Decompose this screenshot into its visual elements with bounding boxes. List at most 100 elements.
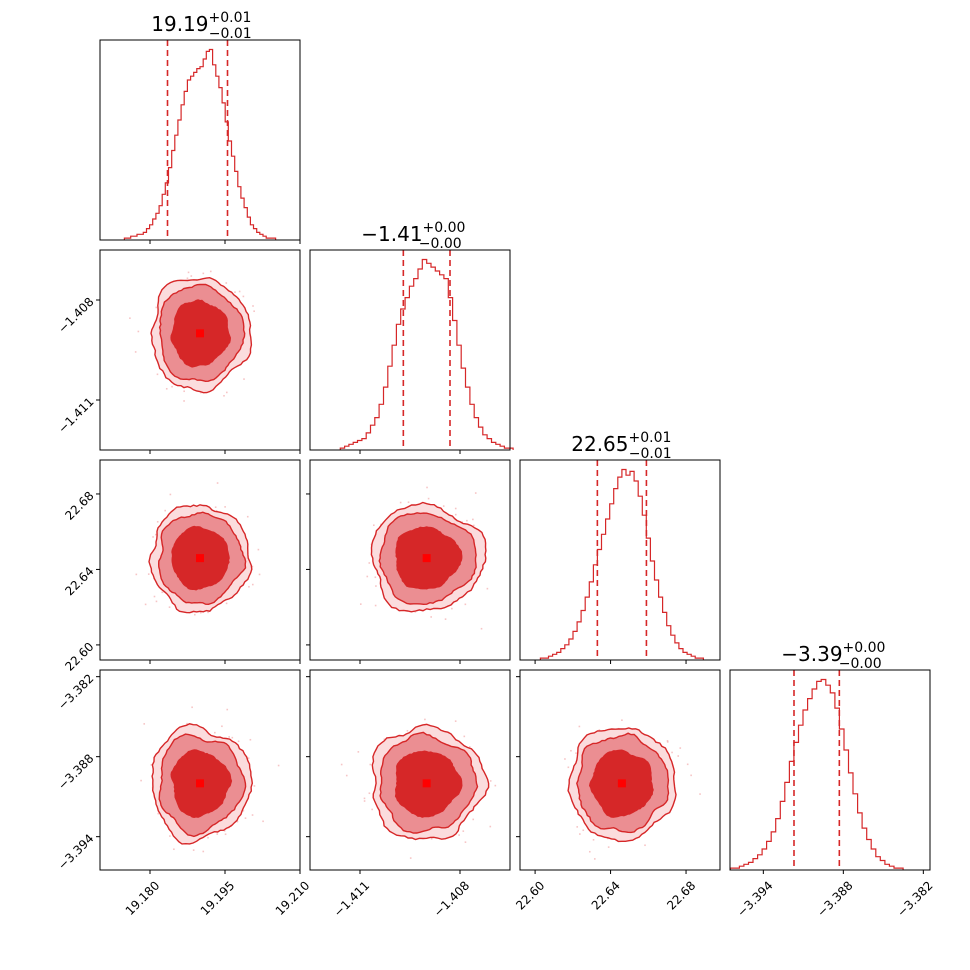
scatter-point [224,506,226,508]
scatter-point [579,833,581,835]
scatter-point [427,497,430,500]
hist-frame-3 [519,459,721,661]
scatter-point [407,501,410,504]
scatter-point [155,600,158,603]
scatter-point [372,524,375,527]
panel-4-3 [516,669,721,874]
scatter-point [157,812,160,815]
scatter-point [466,519,468,522]
scatter-point [244,817,247,819]
scatter-point [451,607,453,610]
median-marker [422,779,431,788]
scatter-point [454,720,457,722]
scatter-point [168,606,171,608]
scatter-point [374,604,377,607]
hist-title-4: −3.39+0.00 [781,640,885,666]
scatter-point [582,829,585,832]
y-tick-label-2-1: −1.408 [55,295,96,336]
scatter-point [472,818,475,821]
scatter-point [699,793,701,795]
scatter-point [186,722,188,725]
scatter-point [575,752,577,754]
scatter-point [486,587,489,590]
scatter-point [644,844,646,847]
median-marker [196,329,204,338]
scatter-point [192,849,195,851]
scatter-point [371,808,373,811]
scatter-point [135,573,138,576]
scatter-point [183,390,185,393]
scatter-point [277,764,280,767]
scatter-point [207,611,209,614]
scatter-point [225,282,228,284]
scatter-point [253,310,255,313]
x-tick-label-2-1: −1.408 [431,878,472,919]
median-marker [196,554,204,563]
scatter-point [677,755,680,757]
title-minus-3: −0.01 [629,446,672,462]
scatter-point [169,493,172,496]
x-tick-label-2-0: −1.411 [331,878,372,919]
scatter-point [134,351,137,353]
median-marker [617,779,626,788]
scatter-point [686,763,689,766]
scatter-point [462,830,465,832]
scatter-point [200,391,202,394]
scatter-point [173,848,175,851]
scatter-point [214,731,216,734]
scatter-point [251,583,254,586]
scatter-point [621,719,623,721]
scatter-point [593,858,596,860]
scatter-point [169,835,171,837]
scatter-point [472,524,475,527]
title-value-3: 22.65 [571,432,628,456]
scatter-point [156,520,159,523]
scatter-point [207,836,209,839]
title-plus-4: +0.00 [843,640,886,656]
panel-3-2 [306,459,511,664]
scatter-point [147,573,150,575]
scatter-point [340,763,343,766]
hist-step-1 [123,48,277,240]
scatter-point [406,729,409,732]
scatter-point [193,613,196,616]
hist-frame-1 [99,39,301,241]
scatter-point [463,735,466,738]
scatter-point [152,536,154,538]
scatter-point [155,306,158,309]
x-tick-label-3-2: 22.68 [664,878,698,912]
scatter-point [234,291,236,293]
scatter-point [464,603,467,606]
scatter-point [679,747,682,749]
scatter-point [140,779,142,782]
hist-title-1: 19.19+0.01 [151,10,251,36]
scatter-point [258,573,261,576]
scatter-point [424,718,426,721]
hist-title-3: 22.65+0.01 [571,430,671,456]
y-tick-label-3-1: 22.64 [62,564,96,598]
scatter-point [223,830,226,832]
scatter-point [489,780,492,782]
scatter-point [474,492,477,494]
scatter-point [252,305,254,307]
scatter-point [375,585,377,587]
scatter-point [251,565,254,568]
scatter-point [444,618,447,620]
title-plus-3: +0.01 [629,430,672,446]
scatter-point [249,738,252,741]
hist-step-3 [539,468,704,660]
panel-2-1: −1.411 −1.408 [55,249,301,454]
hist-frame-2 [309,249,511,451]
scatter-point [454,507,457,510]
scatter-point [236,820,239,823]
scatter-point [359,603,362,605]
title-value-2: −1.41 [361,222,422,246]
scatter-point [155,533,157,536]
scatter-point [202,850,205,853]
scatter-point [153,595,156,598]
scatter-point [221,725,223,728]
scatter-point [570,749,572,752]
title-plus-1: +0.01 [209,10,252,26]
scatter-point [231,736,234,739]
median-marker [196,779,204,788]
